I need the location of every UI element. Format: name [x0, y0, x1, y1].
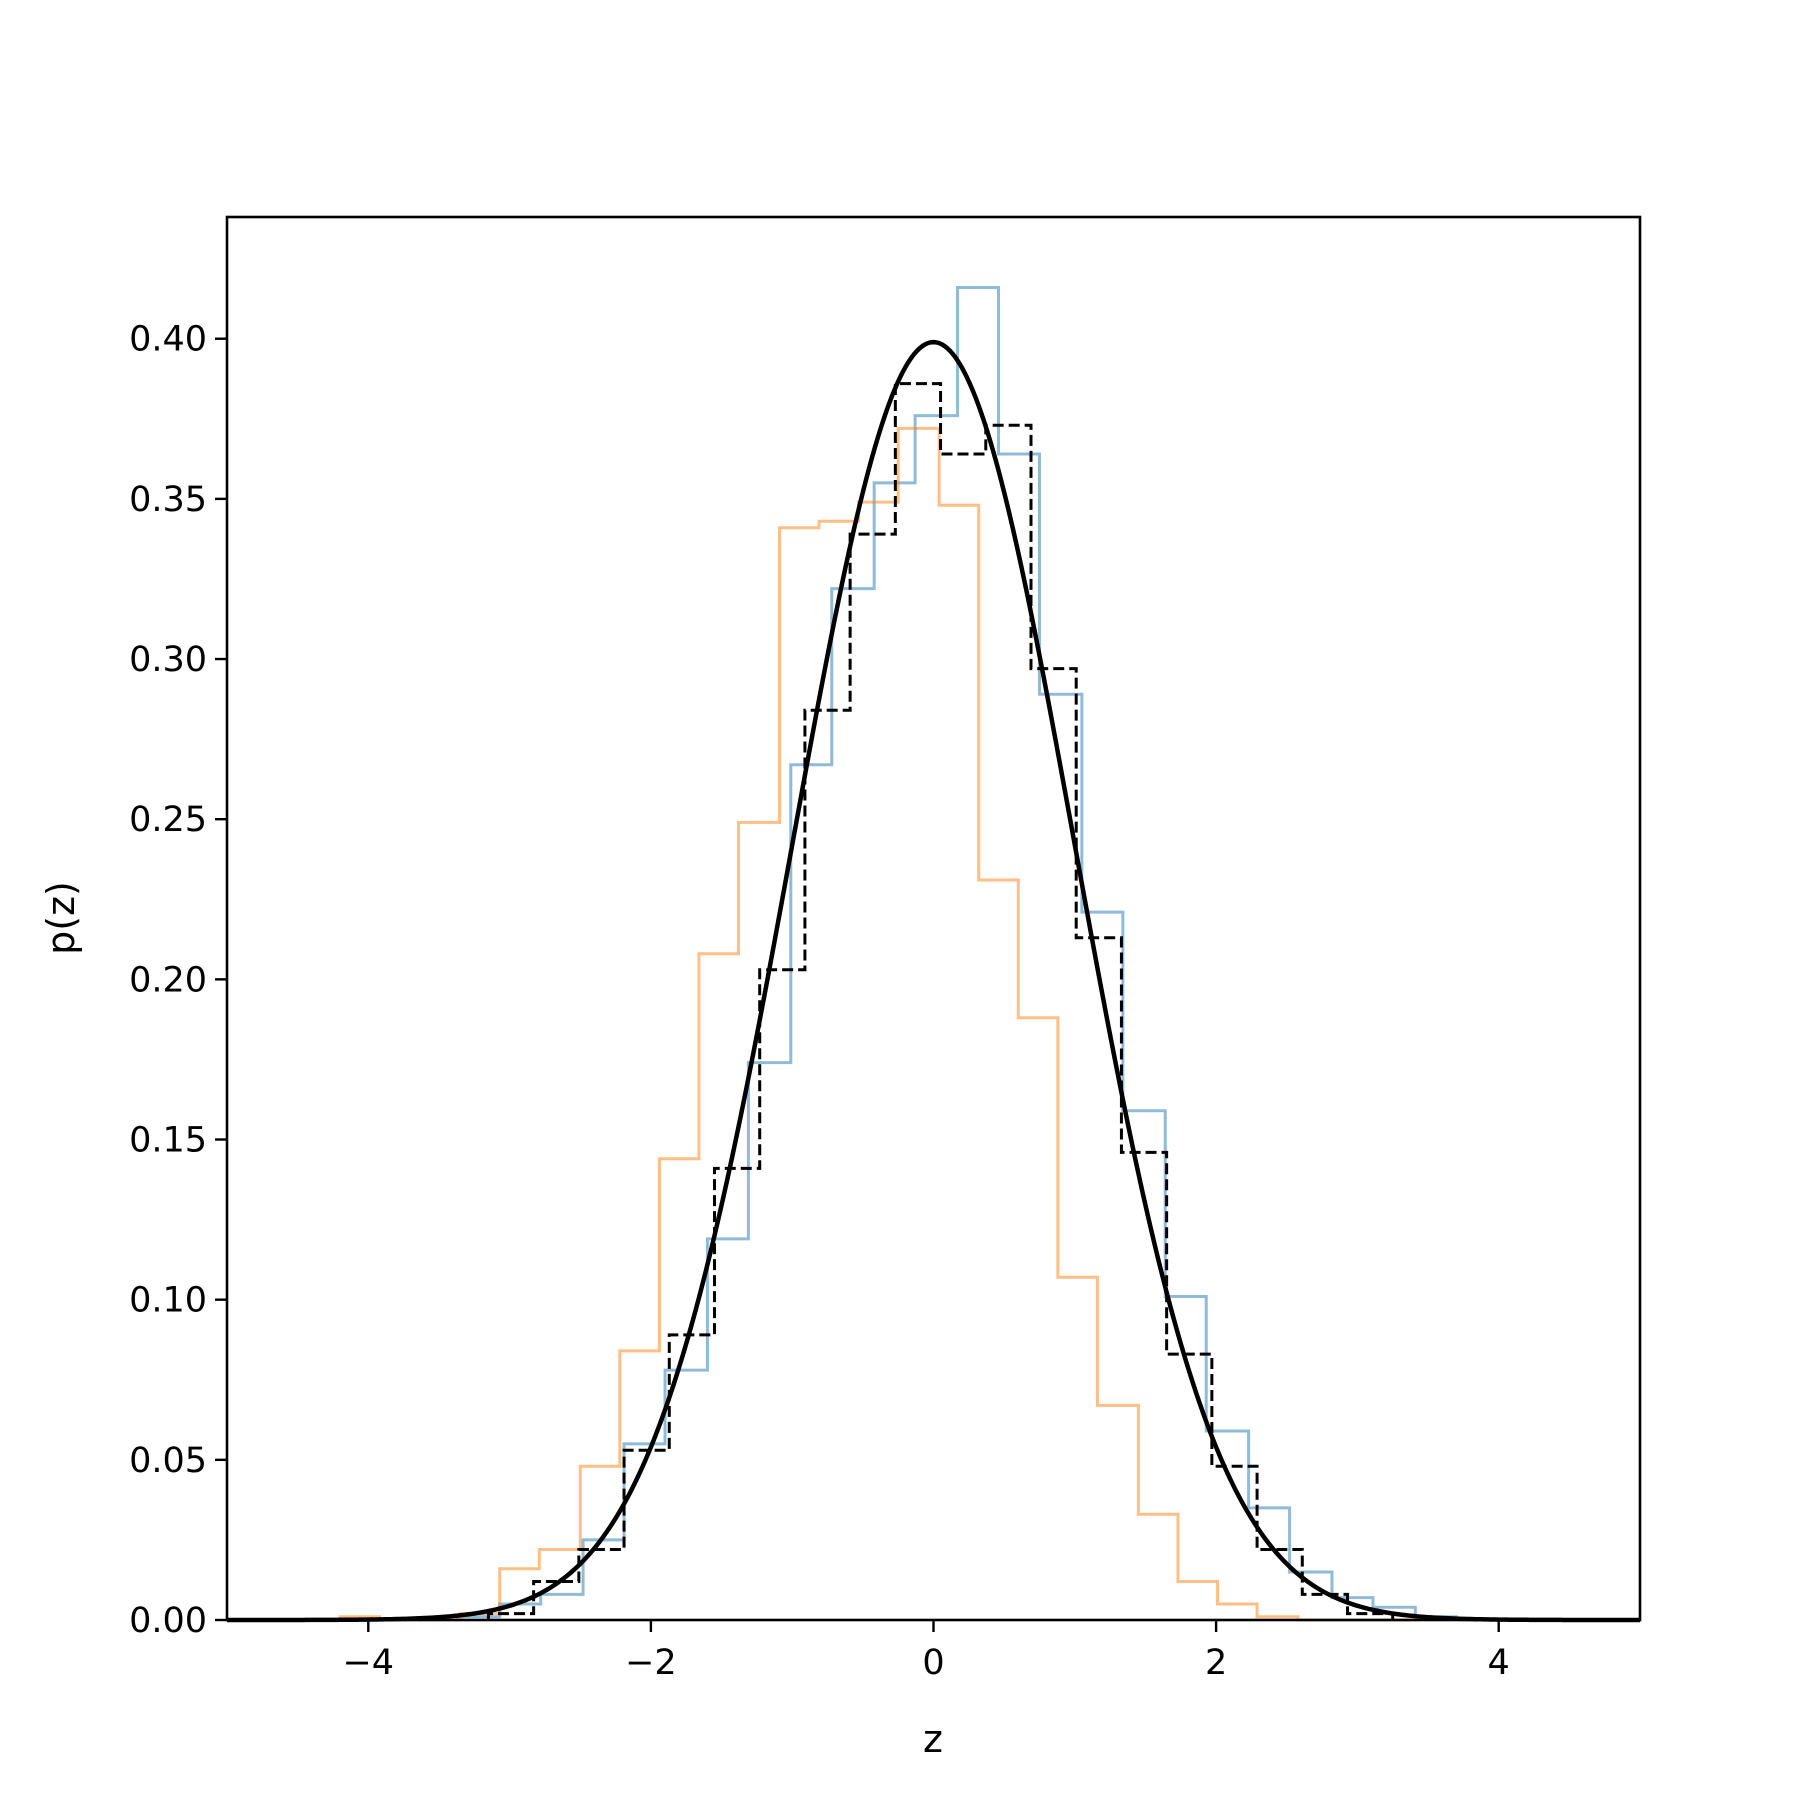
- y-tick-label: 0.10: [129, 1281, 207, 1321]
- y-tick-label: 0.35: [129, 480, 207, 520]
- y-tick-label: 0.20: [129, 960, 207, 1000]
- y-axis: 0.00 0.05 0.10 0.15 0.20 0.25 0.30 0.35 0.40: [129, 320, 227, 1641]
- y-tick-label: 0.15: [129, 1121, 207, 1161]
- x-axis: −4 −2 0 2 4: [342, 1620, 1510, 1683]
- y-tick-label: 0.00: [129, 1601, 207, 1641]
- normal-pdf-curve: [226, 339, 1641, 1623]
- y-tick-label: 0.05: [129, 1441, 207, 1481]
- plot-area: [226, 285, 1641, 1623]
- x-tick-label: −2: [625, 1643, 677, 1683]
- y-axis-label: p(z): [39, 881, 83, 955]
- y-tick-label: 0.30: [129, 640, 207, 680]
- x-tick-label: 2: [1205, 1643, 1227, 1683]
- x-tick-label: 4: [1488, 1643, 1510, 1683]
- x-tick-label: 0: [922, 1643, 944, 1683]
- histogram-step-outline-2: [486, 382, 1395, 1620]
- x-tick-label: −4: [342, 1643, 394, 1683]
- histogram-series-2: [486, 382, 1395, 1620]
- y-tick-label: 0.40: [129, 320, 207, 360]
- x-axis-label: z: [923, 1717, 943, 1761]
- y-tick-label: 0.25: [129, 800, 207, 840]
